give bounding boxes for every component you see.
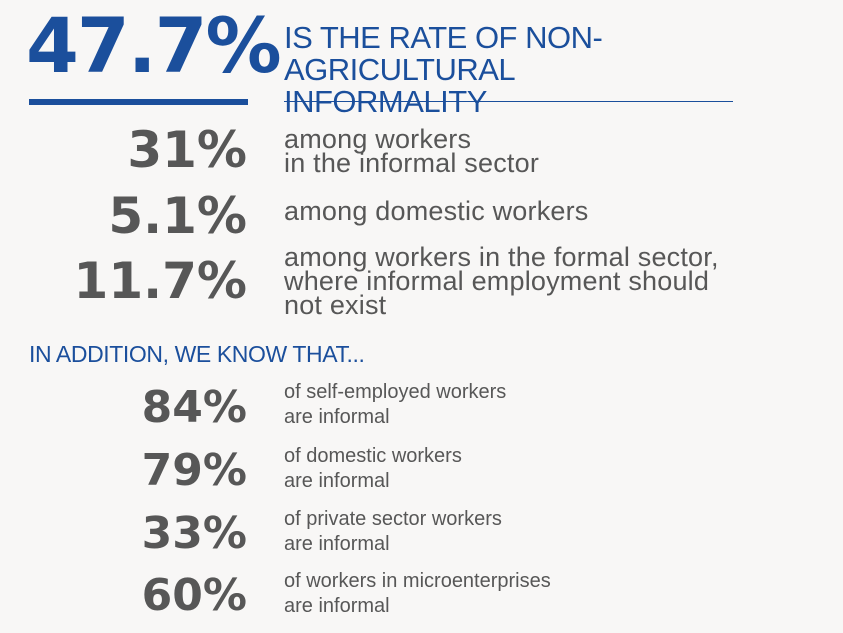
headline-text-line1: IS THE RATE OF NON-AGRICULTURAL <box>284 20 603 87</box>
breakdown-description: among workers in the formal sector, wher… <box>284 242 804 320</box>
breakdown-description-line: among domestic workers <box>284 196 589 226</box>
fact-description-line: are informal <box>284 470 390 492</box>
headline-text: IS THE RATE OF NON-AGRICULTURAL INFORMAL… <box>284 22 829 118</box>
fact-description-line: of workers in microenterprises <box>284 570 551 592</box>
fact-value: 84% <box>141 382 247 433</box>
breakdown-description: among domestic workers <box>284 196 804 226</box>
fact-description: of domestic workers are informal <box>284 444 684 494</box>
fact-description: of self-employed workers are informal <box>284 380 684 430</box>
breakdown-description-line: in the informal sector <box>284 148 540 178</box>
fact-description: of private sector workers are informal <box>284 507 684 557</box>
section-heading: IN ADDITION, WE KNOW THAT... <box>29 341 365 367</box>
headline-text-line2: INFORMALITY <box>284 84 487 119</box>
breakdown-value: 11.7% <box>73 252 247 310</box>
breakdown-description-line: among workers in the formal sector, <box>284 242 719 272</box>
fact-value: 33% <box>141 508 247 559</box>
fact-value: 60% <box>141 570 247 621</box>
fact-description: of workers in microenterprises are infor… <box>284 569 684 619</box>
headline-underline <box>29 99 248 105</box>
headline-divider <box>284 101 733 102</box>
breakdown-description-line: among workers <box>284 124 472 154</box>
breakdown-value: 5.1% <box>108 187 247 245</box>
fact-description-line: of private sector workers <box>284 508 502 530</box>
fact-description-line: are informal <box>284 406 390 428</box>
fact-description-line: of self-employed workers <box>284 381 507 403</box>
headline-value: 47.7% <box>26 1 282 90</box>
fact-value: 79% <box>141 445 247 496</box>
breakdown-value: 31% <box>127 121 247 179</box>
fact-description-line: of domestic workers <box>284 445 462 467</box>
breakdown-description-line: not exist <box>284 290 387 320</box>
fact-description-line: are informal <box>284 533 390 555</box>
breakdown-description: among workers in the informal sector <box>284 124 804 178</box>
breakdown-description-line: where informal employment should <box>284 266 710 296</box>
fact-description-line: are informal <box>284 595 390 617</box>
